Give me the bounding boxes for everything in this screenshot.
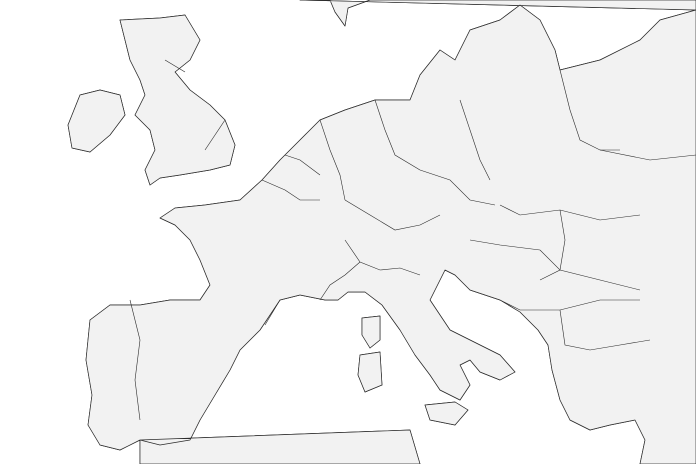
country-borders xyxy=(67,0,696,464)
